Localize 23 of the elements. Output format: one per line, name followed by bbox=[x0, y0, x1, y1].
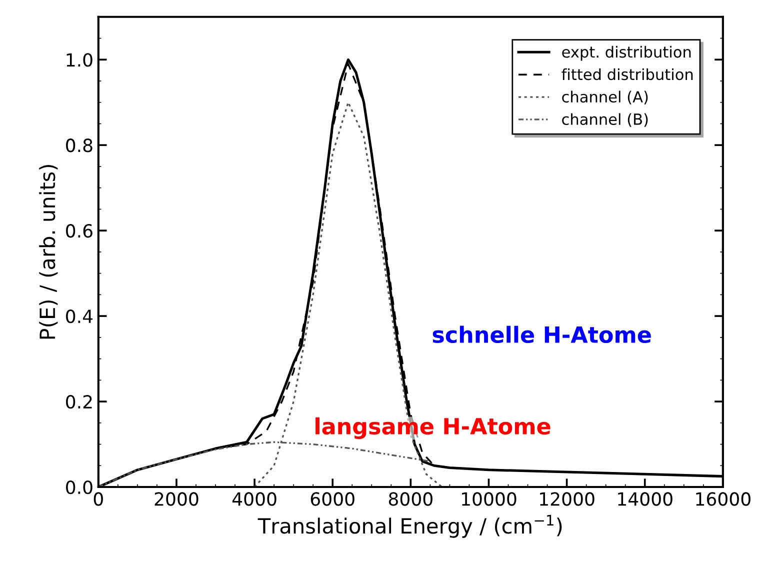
x-tick-label: 4000 bbox=[232, 492, 276, 506]
y-tick-label: 0.8 bbox=[66, 138, 92, 152]
legend-label: expt. distribution bbox=[562, 46, 691, 61]
y-tick-label: 0.4 bbox=[66, 310, 93, 324]
x-tick-label: 14000 bbox=[618, 492, 672, 506]
y-tick-label: 1.0 bbox=[66, 53, 92, 67]
y-axis-title: P(E) / (arb. units) bbox=[39, 164, 58, 339]
annotation: langsame H-Atome bbox=[316, 417, 550, 440]
legend-label: channel (B) bbox=[562, 113, 648, 127]
x-tick-label: 12000 bbox=[540, 492, 594, 506]
y-tick-label: 0.6 bbox=[66, 224, 92, 238]
y-tick-label: 0.0 bbox=[66, 480, 92, 494]
annotation: schnelle H-Atome bbox=[432, 326, 651, 344]
x-tick-label: 10000 bbox=[462, 492, 516, 506]
y-tick-label: 0.2 bbox=[66, 394, 92, 409]
x-tick-label: 2000 bbox=[154, 492, 198, 506]
legend-label: channel (A) bbox=[562, 90, 648, 104]
x-tick-label: 8000 bbox=[388, 492, 432, 506]
x-tick-label: 0 bbox=[94, 492, 103, 506]
legend-label: fitted distribution bbox=[562, 68, 693, 80]
x-tick-label: 6000 bbox=[310, 492, 354, 506]
x-tick-label: 16000 bbox=[696, 492, 750, 506]
x-axis-title: Translational Energy / (cm$^{−1}$) bbox=[258, 514, 562, 538]
